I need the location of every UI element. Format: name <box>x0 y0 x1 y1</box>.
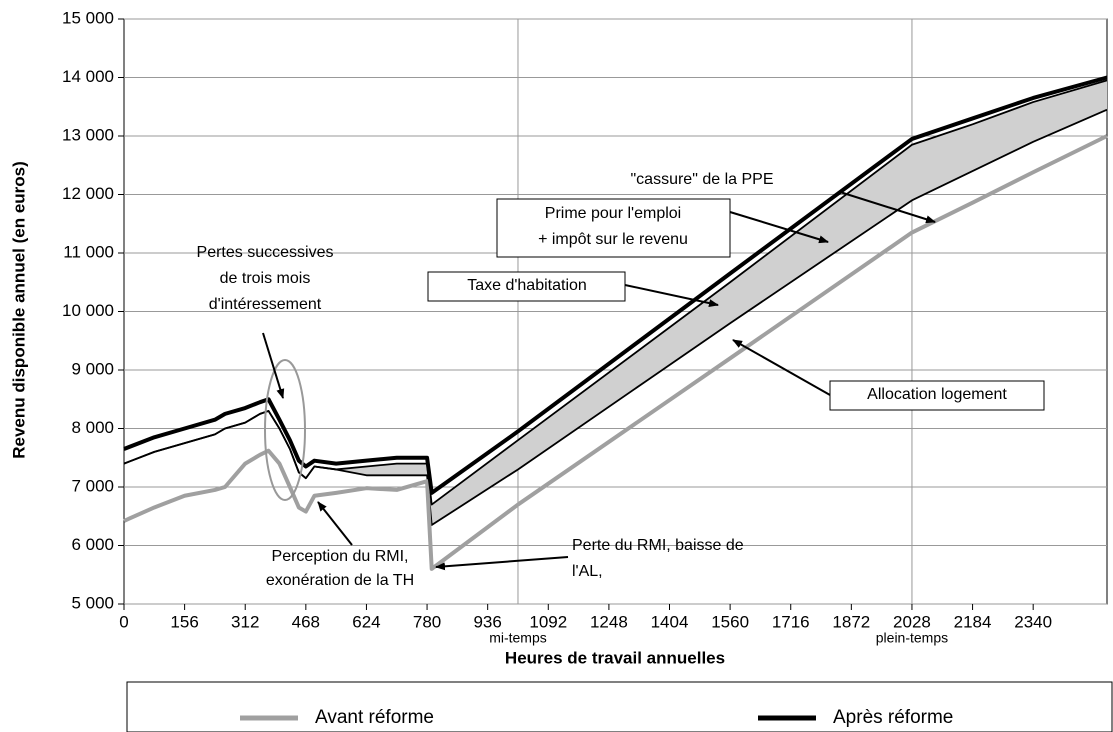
x-tick-label: 1872 <box>832 612 870 631</box>
series-line <box>123 108 1108 526</box>
annotation-text: l'AL, <box>572 563 603 580</box>
y-tick-label: 11 000 <box>63 242 114 261</box>
y-axis-title: Revenu disponible annuel (en euros) <box>9 161 28 459</box>
annotation-text: "cassure" de la PPE <box>631 171 774 188</box>
legend-label: Avant réforme <box>315 707 434 728</box>
y-tick-label: 15 000 <box>62 8 114 27</box>
annotation-text: Pertes successives <box>197 244 334 261</box>
annotation-text: + impôt sur le revenu <box>538 231 688 248</box>
y-tick-label: 5 000 <box>71 593 114 612</box>
annotation-box <box>427 271 626 302</box>
annotation-box <box>829 380 1045 411</box>
annotation-text: Taxe d'habitation <box>467 277 587 294</box>
highlight-ellipse <box>264 359 306 501</box>
x-tick-label: 1560 <box>711 612 749 631</box>
annotation-text: d'intéressement <box>209 296 322 313</box>
x-tick-label: 1092 <box>529 612 567 631</box>
y-tick-label: 14 000 <box>62 67 114 86</box>
x-tick-label: 156 <box>170 612 198 631</box>
y-tick-label: 8 000 <box>71 418 114 437</box>
annotation-text: Prime pour l'emploi <box>545 205 681 222</box>
x-tick-label: 1404 <box>651 612 689 631</box>
annotation-arrow <box>435 556 569 571</box>
x-tick-label: 624 <box>352 612 380 631</box>
reference-label: mi-temps <box>489 630 547 646</box>
x-tick-label: 1248 <box>590 612 628 631</box>
series-line <box>123 75 1108 495</box>
x-tick-label: 312 <box>231 612 259 631</box>
y-tick-label: 10 000 <box>62 301 114 320</box>
reference-label: plein-temps <box>876 630 948 646</box>
annotation-text: Perception du RMI, <box>272 548 409 565</box>
annotation-arrow <box>732 339 831 396</box>
y-tick-label: 6 000 <box>71 535 114 554</box>
shaded-band <box>124 80 1107 526</box>
x-tick-label: 936 <box>473 612 501 631</box>
x-tick-label: 0 <box>119 612 128 631</box>
y-tick-label: 13 000 <box>62 125 114 144</box>
y-tick-label: 9 000 <box>71 359 114 378</box>
x-tick-label: 468 <box>292 612 320 631</box>
x-tick-label: 2184 <box>954 612 992 631</box>
annotation-text: Perte du RMI, baisse de <box>572 537 744 554</box>
x-tick-label: 2340 <box>1014 612 1052 631</box>
annotation-arrow <box>262 332 285 399</box>
x-tick-label: 1716 <box>772 612 810 631</box>
annotation-arrow <box>839 191 936 224</box>
annotation-text: exonération de la TH <box>266 572 414 589</box>
y-tick-label: 7 000 <box>71 476 114 495</box>
series-line <box>123 134 1108 571</box>
annotation-arrow <box>317 501 353 546</box>
x-tick-label: 2028 <box>893 612 931 631</box>
annotation-arrow <box>729 211 829 244</box>
annotation-arrow <box>624 284 719 308</box>
y-tick-label: 12 000 <box>62 184 114 203</box>
annotation-text: Allocation logement <box>867 386 1007 403</box>
legend-box <box>126 681 1113 732</box>
annotation-text: de trois mois <box>220 270 311 287</box>
legend-label: Après réforme <box>833 707 953 728</box>
annotation-box <box>496 198 731 258</box>
x-tick-label: 780 <box>413 612 441 631</box>
x-axis-title: Heures de travail annuelles <box>505 648 725 667</box>
